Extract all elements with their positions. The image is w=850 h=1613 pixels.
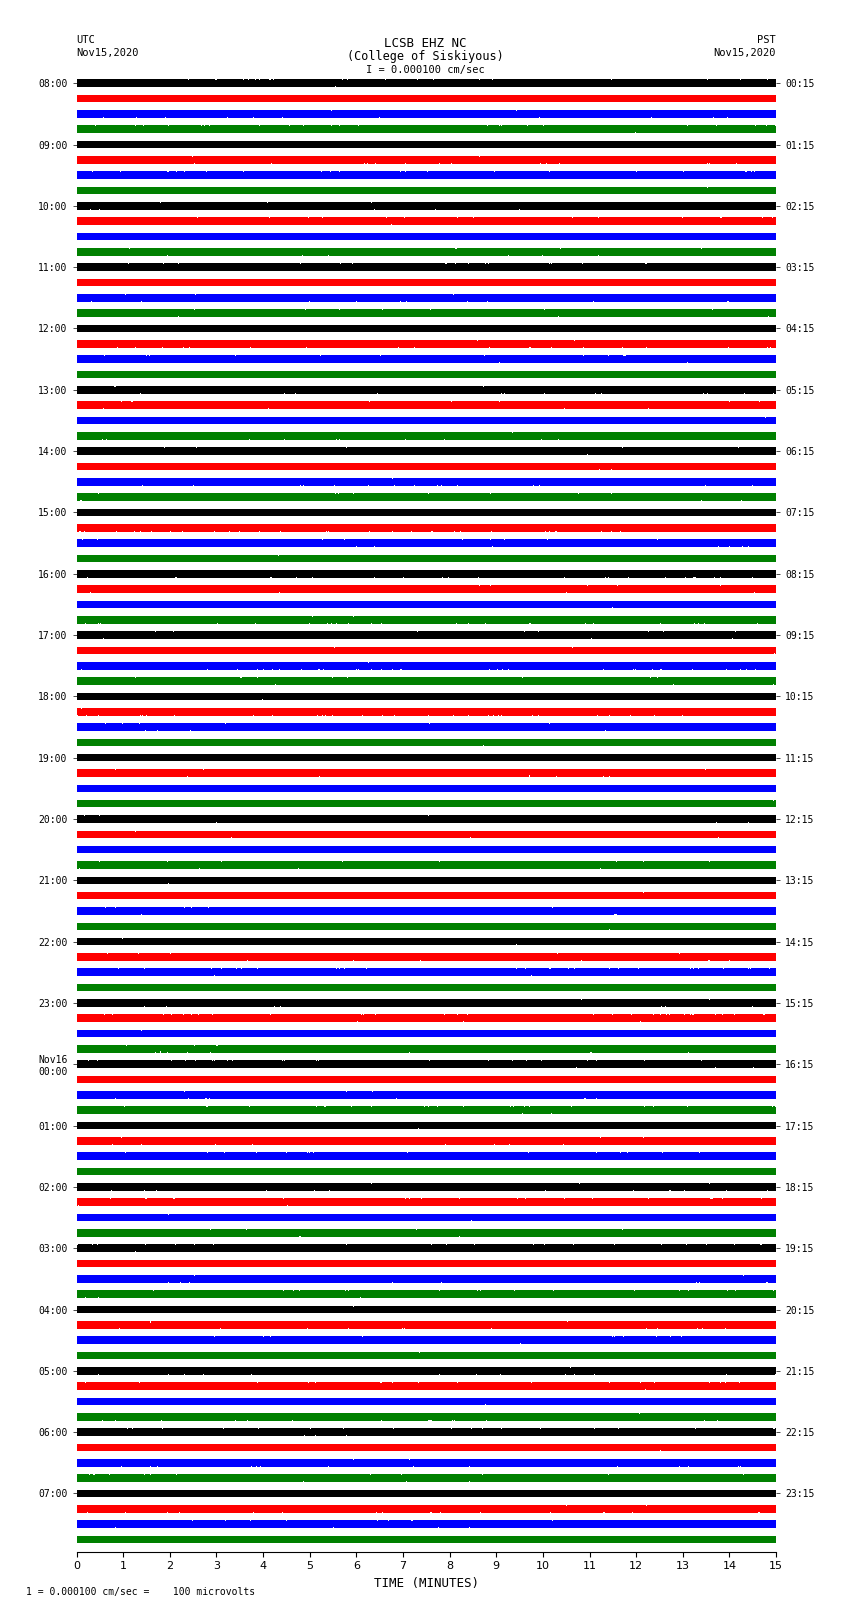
Text: (College of Siskiyous): (College of Siskiyous) (347, 50, 503, 63)
Text: LCSB EHZ NC: LCSB EHZ NC (383, 37, 467, 50)
Text: I = 0.000100 cm/sec: I = 0.000100 cm/sec (366, 65, 484, 74)
Text: UTC: UTC (76, 35, 95, 45)
Text: 1 = 0.000100 cm/sec =    100 microvolts: 1 = 0.000100 cm/sec = 100 microvolts (26, 1587, 255, 1597)
Text: Nov15,2020: Nov15,2020 (76, 48, 139, 58)
Text: PST: PST (757, 35, 776, 45)
Text: Nov15,2020: Nov15,2020 (713, 48, 776, 58)
X-axis label: TIME (MINUTES): TIME (MINUTES) (374, 1578, 479, 1590)
